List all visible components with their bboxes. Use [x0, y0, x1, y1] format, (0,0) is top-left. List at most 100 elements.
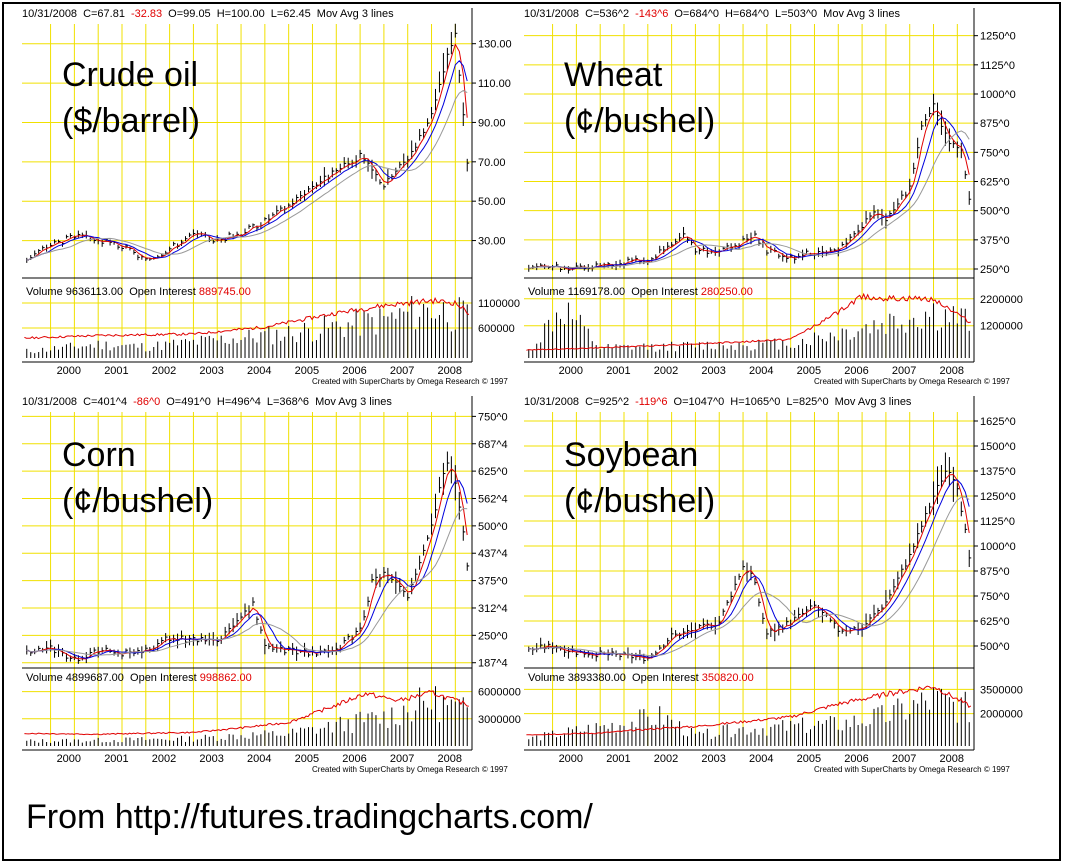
- y-tick-label: 110.00: [478, 78, 511, 90]
- chart-title-line1: Wheat: [564, 56, 663, 94]
- chart-canvas: 2000 2001 2002 2003 2004 2005 2006 2007 2008 1250…: [524, 8, 1023, 377]
- x-tick-label: 2005: [295, 365, 319, 377]
- y-tick-label: 375^0: [980, 235, 1010, 247]
- source-caption: From http://futures.tradingcharts.com/: [26, 798, 593, 836]
- x-tick-label: 2003: [199, 365, 223, 377]
- x-tick-label: 2008: [940, 753, 964, 765]
- header-low: L=503^0: [774, 8, 818, 20]
- x-tick-label: 2007: [892, 365, 916, 377]
- chart-panel-crude-oil: 2000 2001 2002 2003 2004 2005 2006 2007 2008 130.…: [22, 8, 532, 393]
- x-tick-label: 2006: [342, 365, 366, 377]
- y-tick-label: 250^0: [478, 630, 508, 642]
- x-tick-label: 2000: [57, 365, 81, 377]
- open-interest-value: 280250.00: [700, 286, 753, 298]
- open-interest-line: [526, 292, 971, 351]
- volume-tick-label: 2000000: [980, 709, 1023, 721]
- y-tick-label: 1000^0: [980, 541, 1016, 553]
- x-tick-label: 2003: [199, 753, 223, 765]
- volume-value: 3893380.00: [567, 672, 626, 684]
- moving-average-long: [528, 130, 970, 269]
- open-interest-label: Open Interest: [631, 286, 698, 298]
- x-tick-label: 2002: [152, 753, 176, 765]
- y-tick-label: 187^4: [478, 658, 508, 670]
- chart-panel-wheat: 2000 2001 2002 2003 2004 2005 2006 2007 2008 1250…: [524, 8, 1034, 393]
- y-tick-label: 1375^0: [980, 466, 1016, 478]
- header-study: Mov Avg 3 lines: [316, 8, 394, 20]
- header-change: -119^6: [635, 396, 668, 408]
- volume-value: 4899687.00: [65, 672, 124, 684]
- x-tick-label: 2005: [797, 365, 821, 377]
- volume-legend: Volume 9636113.00 Open Interest 889745.0…: [26, 286, 251, 298]
- header-high: H=1065^0: [730, 396, 781, 408]
- chart-title-line1: Crude oil: [62, 56, 199, 94]
- volume-legend: Volume 1169178.00 Open Interest 280250.0…: [528, 286, 753, 298]
- x-tick-label: 2004: [749, 365, 773, 377]
- chart-title-line2: ($/barrel): [62, 102, 200, 140]
- y-tick-label: 750^0: [478, 411, 508, 423]
- y-tick-label: 1500^0: [980, 441, 1016, 453]
- y-tick-label: 625^0: [478, 466, 508, 478]
- volume-tick-label: 1100000: [478, 298, 520, 310]
- moving-average-long: [528, 496, 970, 657]
- header-high: H=496^4: [216, 396, 261, 408]
- volume-tick-label: 1200000: [980, 321, 1023, 333]
- x-tick-label: 2000: [559, 365, 583, 377]
- y-tick-label: 500^0: [980, 206, 1010, 218]
- header-close: C=536^2: [585, 8, 630, 20]
- x-tick-label: 2008: [438, 365, 462, 377]
- header-low: L=62.45: [270, 8, 311, 20]
- y-tick-label: 250^0: [980, 264, 1010, 276]
- y-tick-label: 90.00: [478, 117, 506, 129]
- chart-canvas: 2000 2001 2002 2003 2004 2005 2006 2007 2008 130.…: [22, 8, 520, 377]
- chart-title-line2: (¢/bushel): [564, 102, 716, 140]
- x-tick-label: 2008: [940, 365, 964, 377]
- volume-tick-label: 3500000: [980, 684, 1023, 696]
- x-tick-label: 2008: [438, 753, 462, 765]
- chart-credit: Created with SuperCharts by Omega Resear…: [814, 377, 1010, 386]
- moving-average-long: [26, 89, 468, 261]
- volume-legend: Volume 4899687.00 Open Interest 998862.0…: [26, 672, 252, 684]
- chart-panel-soybean: 2000 2001 2002 2003 2004 2005 2006 2007 2008 1625…: [524, 396, 1034, 781]
- chart-title: Wheat (¢/bushel): [564, 52, 715, 144]
- chart-header: 10/31/2008 C=536^2 -143^6 O=684^0 H=684^0 L=5…: [524, 8, 906, 20]
- header-open: O=99.05: [168, 8, 211, 20]
- y-tick-label: 1250^0: [980, 31, 1016, 43]
- y-tick-label: 500^0: [478, 521, 508, 533]
- x-tick-label: 2001: [606, 365, 630, 377]
- y-tick-label: 875^0: [980, 118, 1010, 130]
- moving-average-medium: [528, 479, 970, 658]
- header-date: 10/31/2008: [524, 396, 580, 408]
- header-low: L=825^0: [786, 396, 829, 408]
- x-tick-label: 2007: [892, 753, 916, 765]
- volume-label: Volume: [528, 672, 565, 684]
- header-change: -86^0: [133, 396, 161, 408]
- x-tick-label: 2001: [606, 753, 630, 765]
- volume-label: Volume: [528, 286, 565, 298]
- volume-tick-label: 6000000: [478, 687, 521, 699]
- y-tick-label: 500^0: [980, 641, 1010, 653]
- header-high: H=100.00: [216, 8, 265, 20]
- open-interest-value: 350820.00: [701, 672, 754, 684]
- chart-credit: Created with SuperCharts by Omega Resear…: [312, 765, 508, 774]
- x-tick-label: 2007: [390, 753, 414, 765]
- chart-title: Soybean (¢/bushel): [564, 432, 715, 524]
- x-tick-label: 2003: [701, 365, 725, 377]
- moving-average-long: [26, 507, 468, 656]
- header-low: L=368^6: [266, 396, 310, 408]
- y-tick-label: 30.00: [478, 236, 506, 248]
- y-tick-label: 1250^0: [980, 491, 1016, 503]
- header-high: H=684^0: [724, 8, 769, 20]
- chart-header: 10/31/2008 C=401^4 -86^0 O=491^0 H=496^4 L=36…: [22, 396, 398, 408]
- header-date: 10/31/2008: [524, 8, 580, 20]
- x-tick-label: 2000: [559, 753, 583, 765]
- y-tick-label: 375^0: [478, 576, 508, 588]
- open-interest-line: [24, 690, 469, 736]
- chart-title-line1: Corn: [62, 436, 136, 474]
- chart-credit: Created with SuperCharts by Omega Resear…: [814, 765, 1010, 774]
- x-tick-label: 2002: [654, 365, 678, 377]
- y-tick-label: 70.00: [478, 157, 506, 169]
- x-tick-label: 2005: [295, 753, 319, 765]
- open-interest-line: [526, 685, 972, 736]
- x-tick-label: 2001: [104, 753, 128, 765]
